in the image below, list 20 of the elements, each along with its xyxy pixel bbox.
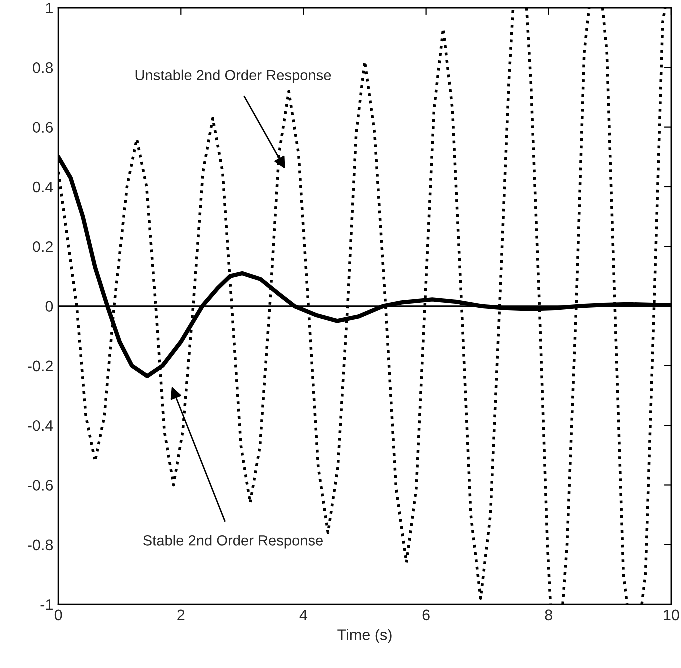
y-tick-label: 1 (46, 3, 53, 14)
y-tick-label: 0.4 (33, 182, 54, 193)
x-tick-label: 0 (54, 610, 62, 621)
y-tick-label: -0.6 (28, 480, 54, 491)
annotation: Unstable 2nd Order Response (136, 70, 332, 84)
x-tick-label: 6 (422, 610, 430, 621)
y-tick-label: 0.2 (33, 241, 53, 252)
x-tick-label: 8 (545, 610, 552, 621)
y-tick-label: 0.6 (33, 122, 54, 134)
y-tick-label: 0 (46, 301, 54, 312)
x-tick-label: 4 (300, 610, 308, 620)
y-tick-label: -0.8 (28, 540, 54, 551)
x-axis-title: Time (s) (338, 629, 392, 644)
y-tick-label: -0.2 (28, 360, 53, 372)
y-tick-label: -0.4 (28, 420, 54, 432)
x-tick-label: 2 (178, 610, 185, 620)
x-tick-label: 10 (664, 610, 680, 621)
y-tick-label: -1 (40, 600, 53, 610)
annotation: Stable 2nd Order Response (144, 535, 323, 549)
y-tick-label: 0.8 (33, 62, 54, 74)
